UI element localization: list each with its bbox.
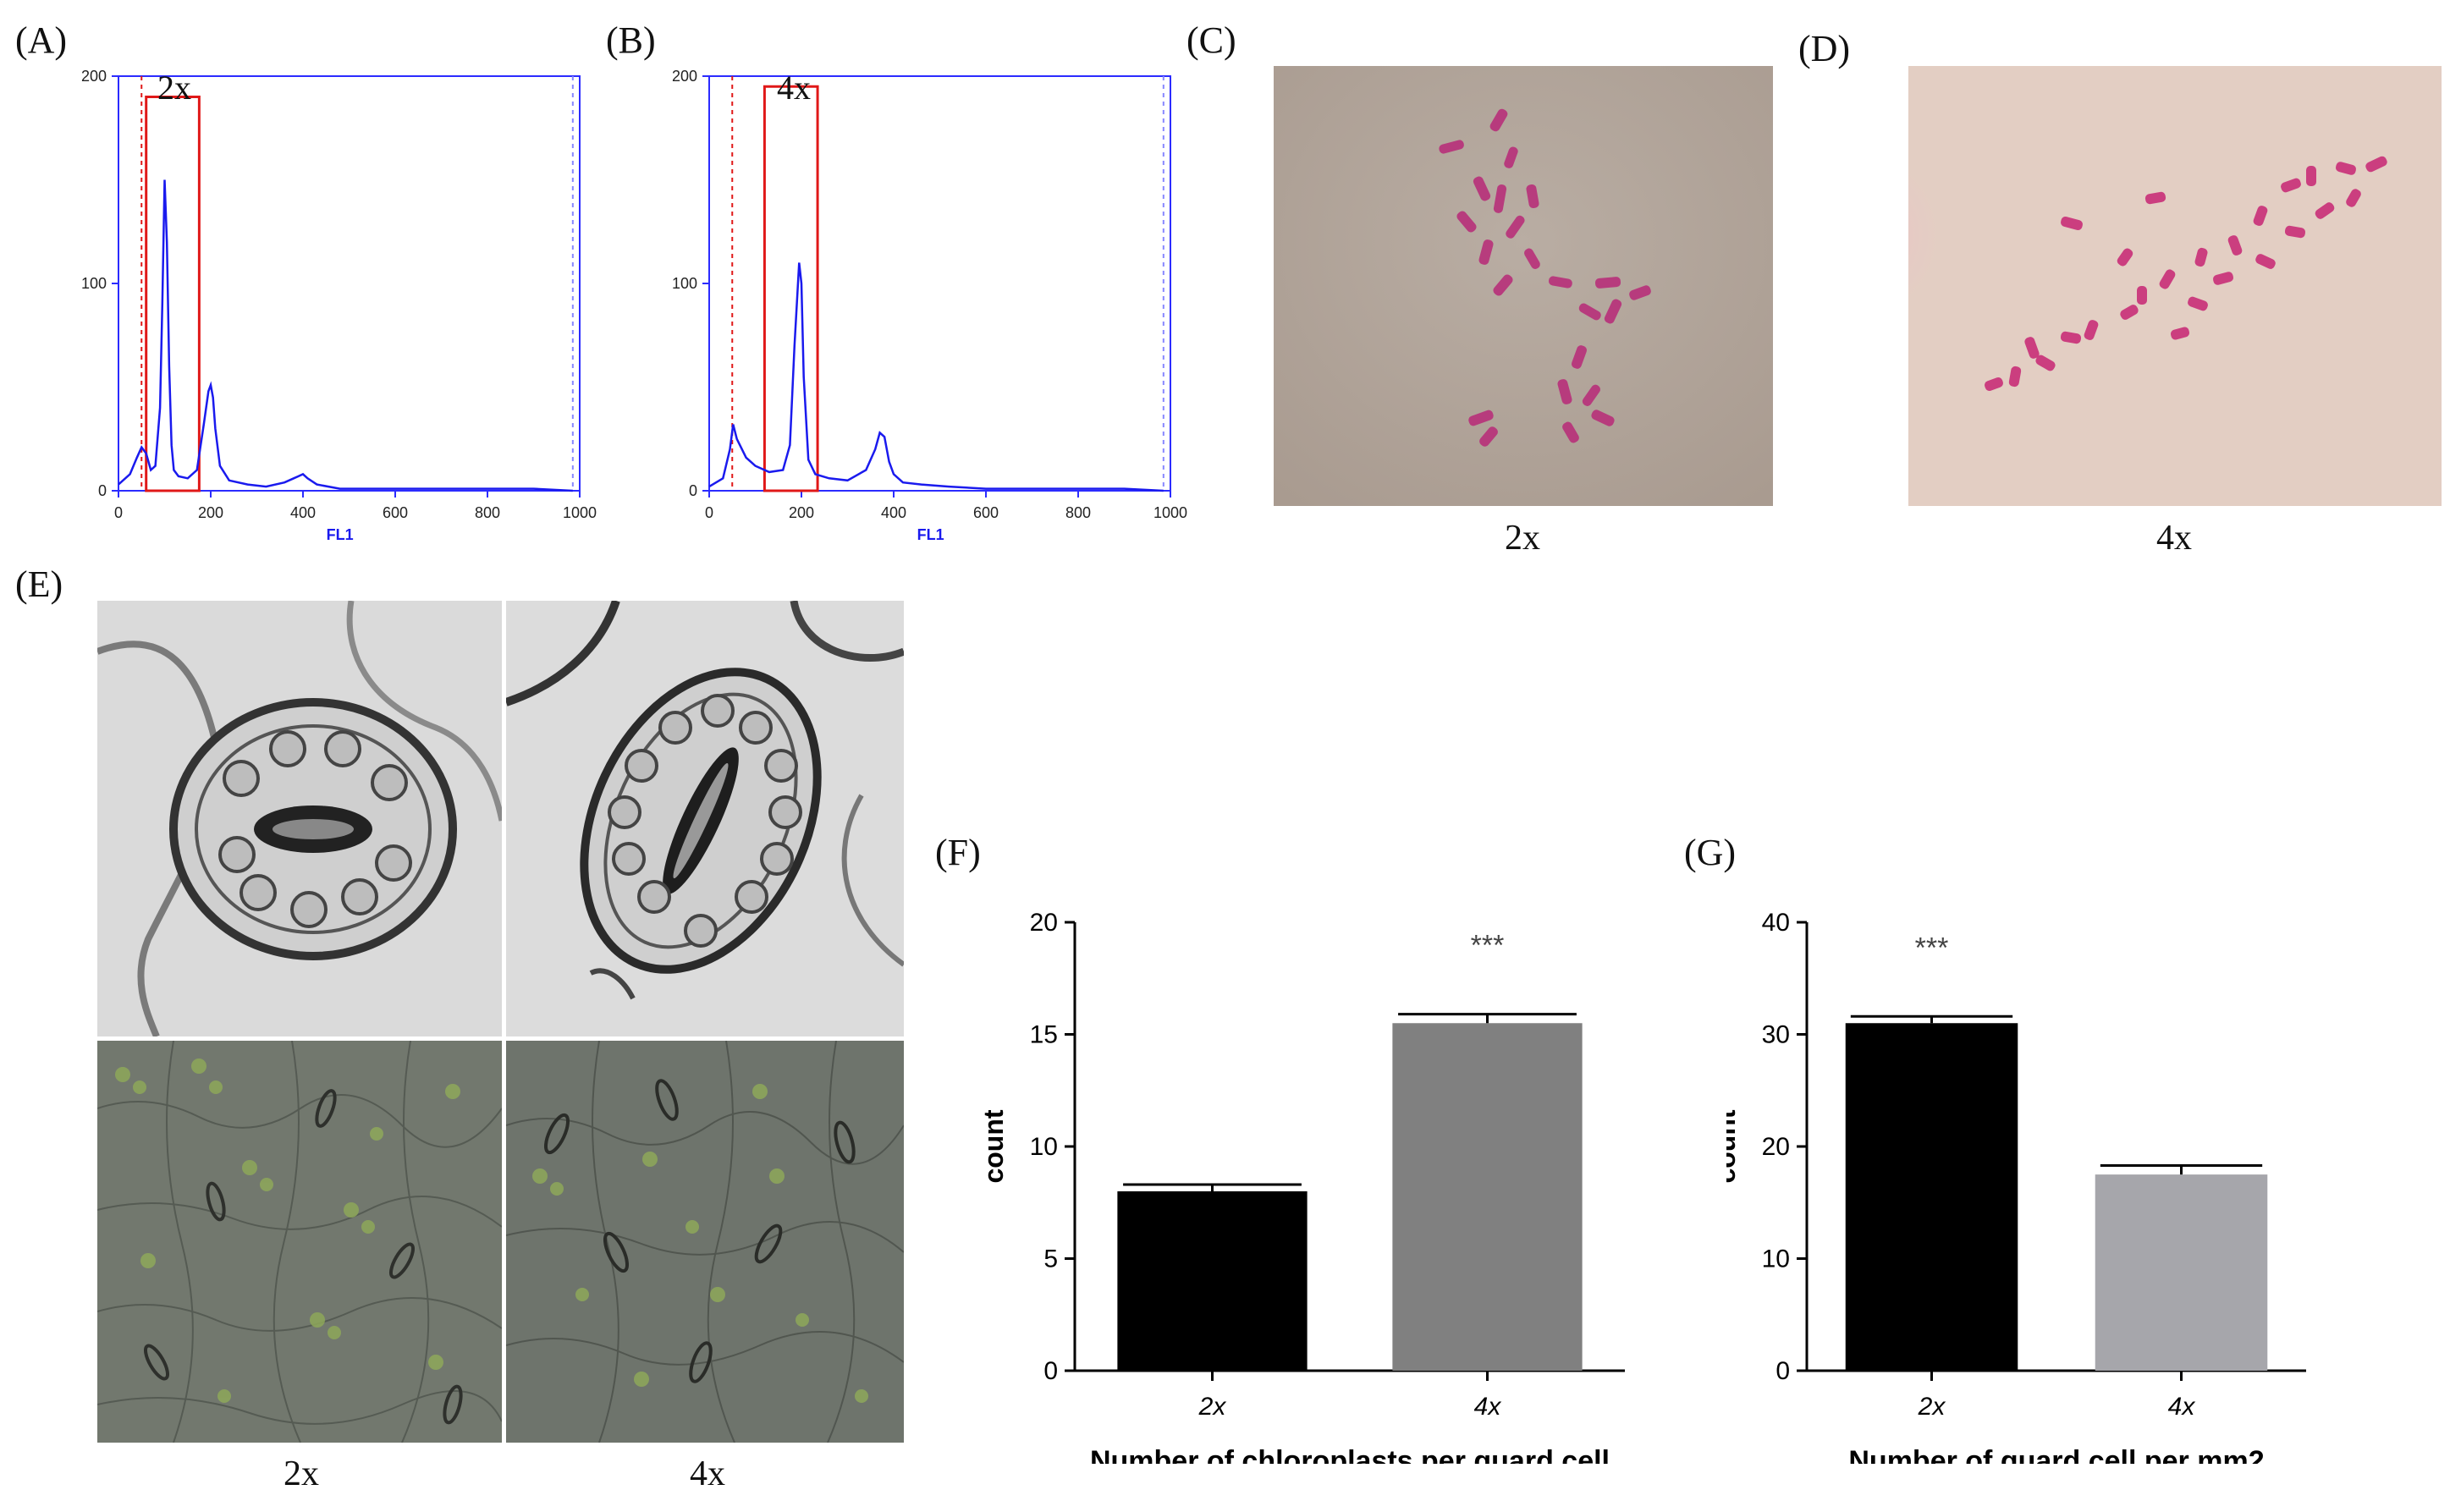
- gate-label-2x: 2x: [157, 69, 191, 107]
- panel-label-a: (A): [15, 19, 68, 61]
- panel-label-g: (G): [1684, 832, 1737, 873]
- significance-marker: ***: [1471, 930, 1505, 962]
- significance-marker: ***: [1915, 932, 1949, 964]
- y-tick-label: 100: [81, 275, 107, 292]
- x-tick-label: 600: [383, 504, 408, 521]
- y-tick-label: 20: [1030, 909, 1058, 937]
- x-tick-label: 2x: [1918, 1393, 1946, 1421]
- x-tick-label: 400: [881, 504, 906, 521]
- y-tick-label: 100: [672, 275, 697, 292]
- gate-rectangle: [145, 96, 201, 492]
- leaf-epidermis-micrograph-2x: [97, 1041, 502, 1443]
- x-axis-label: FL1: [917, 526, 944, 543]
- y-tick-label: 0: [98, 482, 107, 499]
- caption-c: 2x: [1505, 519, 1540, 558]
- panel-label-b: (B): [606, 19, 656, 61]
- y-tick-label: 15: [1030, 1021, 1058, 1049]
- bar-4x: [2095, 1174, 2268, 1371]
- x-tick-label: 0: [705, 504, 713, 521]
- y-tick-label: 10: [1762, 1245, 1790, 1273]
- flow-cytometry-histogram-4x: 0 100 200 0 200 400 600 800 1000 FL1: [672, 68, 1187, 543]
- x-tick-label: 800: [1065, 504, 1091, 521]
- y-tick-label: 5: [1043, 1245, 1058, 1273]
- plot-frame: [708, 75, 1171, 492]
- histogram-trace: [708, 262, 1164, 492]
- panel-label-d: (D): [1798, 28, 1851, 69]
- x-tick-label: 1000: [563, 504, 597, 521]
- x-tick-label: 0: [114, 504, 123, 521]
- x-tick-label: 1000: [1153, 504, 1187, 521]
- bar-2x: [1117, 1191, 1308, 1371]
- y-tick-label: 0: [1043, 1357, 1058, 1385]
- x-tick-label: 4x: [2168, 1393, 2196, 1421]
- x-tick-label: 4x: [1474, 1393, 1502, 1421]
- y-tick-label: 200: [81, 68, 107, 85]
- y-tick-label: 10: [1030, 1133, 1058, 1161]
- x-tick-label: 200: [789, 504, 814, 521]
- y-tick-label: 40: [1762, 909, 1790, 937]
- gate-rectangle: [763, 85, 819, 492]
- flow-cytometry-histogram-2x: 0 100 200 0 200 400 600 800 1000 FL1: [81, 68, 597, 543]
- x-axis-label: Number of chloroplasts per guard cell: [1090, 1445, 1610, 1464]
- x-axis-label: FL1: [327, 526, 354, 543]
- stomata-micrograph-2x-closeup: [97, 601, 502, 1036]
- panel-label-e: (E): [15, 564, 63, 605]
- x-tick-label: 400: [290, 504, 316, 521]
- panel-label-c: (C): [1186, 19, 1236, 61]
- bar-2x: [1845, 1023, 2018, 1371]
- stomata-micrograph-4x-closeup: [506, 601, 904, 1036]
- x-tick-label: 600: [973, 504, 999, 521]
- leaf-epidermis-micrograph-4x: [506, 1041, 904, 1443]
- bar-chart-chloroplasts: 0 5 10 15 20 count 2x 4x *** Number of chloroplas…: [978, 909, 1625, 1464]
- panel-label-f: (F): [935, 832, 981, 873]
- bar-chart-guard-cells: 0 10 20 30 40 count 2x *** 4x Number of guard cel…: [1726, 909, 2306, 1464]
- x-axis-label: Number of guard cell per mm2: [1848, 1445, 2264, 1464]
- y-axis-label: count: [978, 1109, 1009, 1183]
- x-tick-label: 800: [475, 504, 500, 521]
- x-tick-label: 2x: [1198, 1393, 1227, 1421]
- y-tick-label: 0: [1776, 1357, 1790, 1385]
- chromosome-micrograph-2x: [1274, 66, 1773, 506]
- gate-label-4x: 4x: [777, 69, 811, 107]
- caption-e-4x: 4x: [690, 1454, 725, 1493]
- histogram-trace: [118, 179, 573, 492]
- x-tick-label: 200: [198, 504, 223, 521]
- caption-e-2x: 2x: [284, 1454, 319, 1493]
- y-tick-label: 20: [1762, 1133, 1790, 1161]
- y-tick-label: 200: [672, 68, 697, 85]
- y-axis-label: count: [1726, 1109, 1741, 1183]
- chromosome-micrograph-4x: [1908, 66, 2442, 506]
- caption-d: 4x: [2156, 519, 2192, 558]
- plot-frame: [118, 75, 581, 492]
- y-tick-label: 30: [1762, 1021, 1790, 1049]
- bar-4x: [1392, 1023, 1583, 1371]
- y-tick-label: 0: [689, 482, 697, 499]
